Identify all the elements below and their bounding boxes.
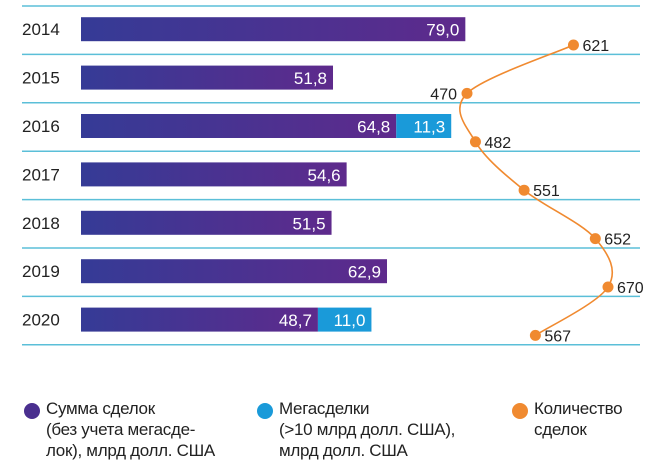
bar-deal-sum (81, 114, 397, 138)
bar-deal-sum (81, 307, 318, 332)
bar-value-label: 62,9 (348, 263, 381, 282)
bar-value-label: 79,0 (426, 21, 459, 40)
deal-count-point (518, 184, 530, 196)
deal-count-point (529, 329, 541, 341)
bar-megadeals (317, 307, 372, 332)
deal-count-point (589, 233, 601, 245)
bar-value-label: 64,8 (357, 118, 390, 137)
bar-value-label: 11,3 (413, 118, 445, 137)
bar-value-label: 54,6 (308, 166, 341, 185)
deal-count-point (461, 87, 473, 99)
legend-swatch-purple-icon (24, 403, 40, 419)
bar-value-label: 48,7 (279, 311, 312, 330)
legend-item-deal-count: Количество сделок (512, 398, 623, 440)
category-label: 2017 (22, 165, 60, 184)
category-label: 2018 (22, 214, 60, 233)
deal-count-label: 621 (582, 38, 609, 55)
bar-value-label: 11,0 (334, 311, 366, 330)
category-label: 2016 (22, 117, 60, 136)
bar-value-label: 51,5 (292, 214, 325, 233)
bar-deal-sum (81, 65, 334, 90)
legend-label: Количество сделок (534, 399, 623, 439)
legend-label: Сумма сделок (без учета мегасде- лок), м… (46, 399, 215, 460)
legend-swatch-orange-icon (512, 403, 528, 419)
deal-count-point (567, 39, 579, 51)
deal-count-label: 482 (484, 135, 511, 152)
bar-deal-sum (81, 210, 332, 235)
deal-count-label: 551 (533, 183, 560, 200)
category-label: 2020 (22, 311, 60, 330)
category-label: 2019 (22, 262, 60, 281)
deal-count-label: 652 (604, 232, 631, 249)
bar-value-label: 51,8 (294, 69, 327, 88)
legend-item-deal-sum: Сумма сделок (без учета мегасде- лок), м… (24, 398, 215, 461)
legend-swatch-blue-icon (257, 403, 273, 419)
category-label: 2015 (22, 69, 60, 88)
bar-megadeals (396, 114, 452, 138)
legend-item-megadeals: Мегасделки (>10 млрд долл. США), млрд до… (257, 398, 455, 461)
deal-count-label: 470 (430, 86, 457, 103)
deal-count-label: 670 (617, 280, 644, 297)
bar-deal-sum (81, 17, 466, 42)
deal-count-label: 567 (544, 328, 571, 345)
bar-deal-sum (81, 259, 388, 284)
category-label: 2014 (22, 20, 60, 39)
bar-deal-sum (81, 162, 347, 187)
deal-count-point (469, 136, 481, 148)
legend-label: Мегасделки (>10 млрд долл. США), млрд до… (279, 399, 456, 460)
deal-count-point (602, 281, 614, 293)
chart: 2014 79,0 2015 51,8 2016 64,8 11,3 2017 54,6 2018… (22, 5, 644, 346)
